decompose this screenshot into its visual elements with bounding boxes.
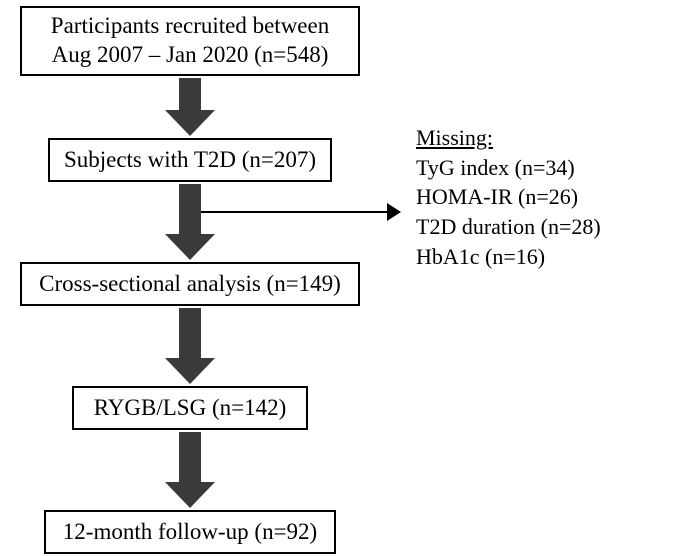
connector-arrowhead <box>387 203 401 221</box>
flow-node-recruited: Participants recruited between Aug 2007 … <box>20 6 360 76</box>
missing-line: HbA1c (n=16) <box>416 244 545 269</box>
flow-node-cross-sectional-text: Cross-sectional analysis (n=149) <box>39 270 341 299</box>
arrow-shaft <box>179 184 201 234</box>
missing-line: TyG index (n=34) <box>416 155 575 180</box>
text-line: Aug 2007 – Jan 2020 (n=548) <box>52 42 329 67</box>
flow-node-followup: 12-month follow-up (n=92) <box>44 510 336 554</box>
arrow-head <box>165 110 215 136</box>
missing-heading: Missing: <box>416 125 493 150</box>
flow-node-rygb-lsg-text: RYGB/LSG (n=142) <box>94 394 287 423</box>
arrow-shaft <box>179 78 201 110</box>
flow-node-t2d-text: Subjects with T2D (n=207) <box>64 146 316 175</box>
missing-label: Missing: TyG index (n=34) HOMA-IR (n=26)… <box>416 123 601 271</box>
missing-line: T2D duration (n=28) <box>416 214 601 239</box>
flow-node-cross-sectional: Cross-sectional analysis (n=149) <box>20 262 360 306</box>
connector-line <box>201 211 387 213</box>
missing-line: HOMA-IR (n=26) <box>416 184 578 209</box>
flow-node-recruited-text: Participants recruited between Aug 2007 … <box>51 12 329 70</box>
text-line: Participants recruited between <box>51 13 329 38</box>
flow-node-rygb-lsg: RYGB/LSG (n=142) <box>72 386 308 430</box>
arrow-head <box>165 482 215 508</box>
arrow-shaft <box>179 432 201 482</box>
arrow-shaft <box>179 308 201 358</box>
arrow-head <box>165 358 215 384</box>
flow-node-t2d: Subjects with T2D (n=207) <box>48 138 332 182</box>
flow-node-followup-text: 12-month follow-up (n=92) <box>63 518 317 547</box>
arrow-head <box>165 234 215 260</box>
